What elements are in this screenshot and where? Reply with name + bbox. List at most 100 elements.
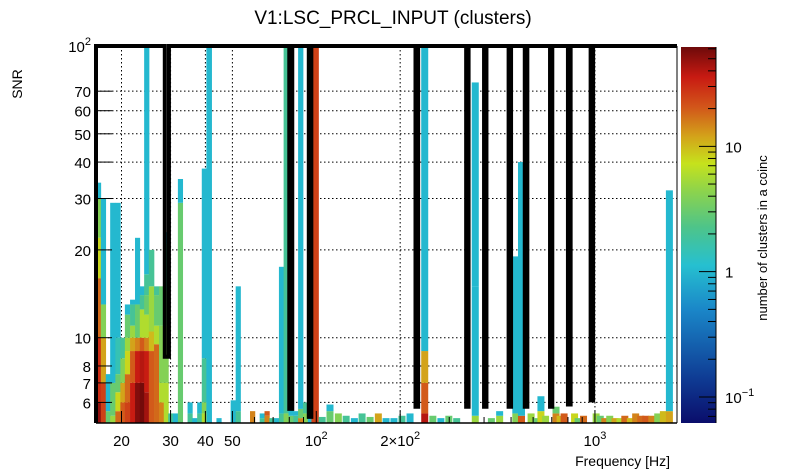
histogram-cell	[120, 358, 126, 383]
histogram-cell	[139, 351, 145, 383]
histogram-cell	[135, 337, 141, 352]
chart-title: V1:LSC_PRCL_INPUT (clusters)	[254, 8, 531, 29]
histogram-cell	[626, 418, 634, 423]
y-tick-label: 8	[83, 359, 91, 376]
histogram-cell	[334, 413, 342, 423]
histogram-cell	[611, 418, 619, 423]
histogram-cell	[139, 295, 145, 310]
histogram-cell	[235, 411, 241, 423]
histogram-cell	[144, 274, 150, 296]
histogram-cell	[197, 402, 203, 414]
histogram-cell	[293, 411, 299, 416]
x-tick-label: 40	[197, 433, 214, 450]
histogram-cell	[298, 408, 304, 419]
tick-label-main: 50	[224, 433, 241, 450]
tick-label-main: 1	[725, 265, 733, 282]
histogram-cell	[95, 182, 102, 199]
histogram-cell	[283, 413, 289, 423]
histogram-cell	[264, 415, 270, 423]
histogram-cell	[139, 286, 145, 296]
tick-label-main: 20	[113, 433, 130, 450]
histogram-cell	[318, 416, 326, 423]
histogram-cell	[130, 325, 136, 338]
histogram-cell	[437, 418, 445, 423]
histogram-cell	[135, 351, 141, 383]
histogram-cell	[115, 202, 121, 338]
tick-label-main: 10	[305, 433, 322, 450]
histogram-cell	[105, 374, 111, 412]
histogram-cell	[326, 411, 334, 423]
histogram-cell	[130, 299, 136, 305]
histogram-cell	[124, 337, 131, 352]
histogram-cell	[206, 46, 212, 423]
histogram-cell	[560, 413, 568, 423]
histogram-cell	[496, 411, 504, 416]
histogram-cell	[230, 400, 236, 423]
histogram-cell	[192, 418, 198, 423]
y-tick-label: 60	[74, 104, 91, 121]
x-tick-label: 103	[584, 430, 607, 450]
tick-label-main: 6	[83, 395, 91, 412]
histogram-cell	[517, 415, 525, 423]
y-tick-label: 6	[83, 395, 91, 412]
tick-label-main: 70	[74, 84, 91, 101]
histogram-cell	[144, 351, 150, 393]
histogram-cell	[110, 382, 116, 416]
histogram-cell	[621, 415, 629, 423]
histogram-cell	[154, 344, 160, 423]
histogram-cell	[537, 411, 545, 423]
histogram-cell	[120, 382, 126, 403]
histogram-cell	[144, 314, 150, 338]
histogram-cell	[154, 295, 160, 326]
histogram-cell	[100, 337, 107, 383]
histogram-cell	[665, 411, 673, 423]
histogram-cell	[139, 382, 145, 423]
histogram-cell	[293, 415, 299, 423]
tick-label-main: 7	[83, 376, 91, 393]
histogram-cell	[115, 337, 121, 375]
histogram-cell	[596, 415, 604, 423]
histogram-cell	[302, 402, 309, 414]
histogram-cell	[288, 415, 294, 423]
tick-label-main: 30	[162, 433, 179, 450]
y-tick-label: 40	[74, 155, 91, 172]
x-tick-label: 50	[224, 433, 241, 450]
histogram-cell	[637, 415, 645, 423]
x-tick-labels: 20 30 40 50 102 2×102 103	[113, 430, 606, 450]
histogram-cell	[110, 415, 116, 423]
histogram-cell	[154, 325, 160, 345]
histogram-cell	[382, 418, 390, 423]
tick-label-exponent: 2	[85, 36, 91, 48]
histogram-cell	[159, 325, 165, 383]
histogram-cell	[139, 337, 145, 352]
histogram-cell	[654, 413, 662, 423]
histogram-cell	[398, 415, 406, 423]
histogram-cell	[471, 415, 479, 423]
tick-label-main: 60	[74, 104, 91, 121]
colorbar-tick-label: 1	[725, 265, 733, 282]
y-tick-label: 30	[74, 192, 91, 209]
histogram-cell	[542, 415, 550, 423]
histogram-cell	[187, 413, 193, 423]
y-tick-label: 50	[74, 127, 91, 144]
histogram-cell	[148, 286, 155, 332]
histogram-cell	[95, 337, 102, 403]
histogram-cell	[390, 418, 398, 423]
histogram-cell	[471, 286, 479, 416]
histogram-cell	[421, 382, 429, 414]
histogram-cell	[342, 415, 350, 423]
x-tick-label: 102	[305, 430, 328, 450]
coincidence-contours	[94, 44, 677, 423]
histogram-cell	[537, 396, 545, 412]
histogram-cell	[130, 337, 136, 352]
histogram-cell	[130, 382, 136, 423]
histogram-cell	[648, 415, 656, 423]
histogram-cell	[148, 351, 155, 423]
y-tick-label: 7	[83, 376, 91, 393]
tick-label-main: 10	[584, 433, 601, 450]
histogram-cell	[453, 418, 461, 423]
histogram-cell	[139, 309, 145, 338]
tick-label-exponent: −1	[742, 387, 755, 399]
